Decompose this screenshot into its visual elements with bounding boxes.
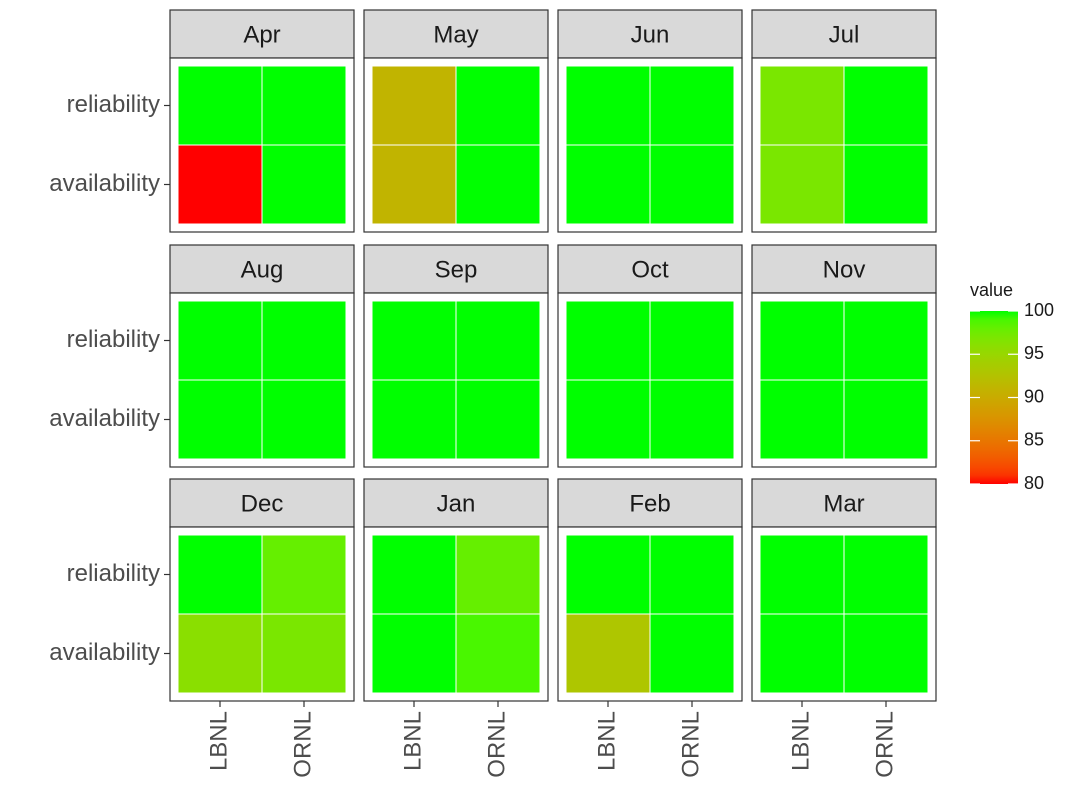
x-tick-label: LBNL [593,711,620,771]
tile [261,300,347,381]
y-tick-label: availability [49,639,160,666]
tile [843,300,929,381]
tile [177,65,263,146]
tile [371,379,457,460]
tile [649,613,735,694]
x-tick-label: ORNL [871,711,898,778]
legend-tick-label: 100 [1024,300,1054,320]
tile [843,144,929,225]
tile [649,300,735,381]
strip-title: Jun [631,21,670,48]
strip-title: Nov [823,256,866,283]
strip [363,244,549,294]
strip [751,244,937,294]
strip-title: Aug [241,256,284,283]
strip-title: Jul [829,21,860,48]
tile [261,379,347,460]
tile [759,613,845,694]
x-tick-label: LBNL [787,711,814,771]
tile [843,534,929,615]
tile [261,534,347,615]
y-tick-label: reliability [67,91,160,118]
tile [261,144,347,225]
strip [363,9,549,59]
strip-title: Feb [629,490,670,517]
strip-title: Sep [435,256,478,283]
strip [557,9,743,59]
strip-title: May [433,21,478,48]
tile [177,379,263,460]
tile [565,379,651,460]
tile [455,144,541,225]
y-tick-label: reliability [67,326,160,353]
tile [177,144,263,225]
x-tick-label: ORNL [677,711,704,778]
tile [261,613,347,694]
x-tick-label: ORNL [483,711,510,778]
x-tick-label: ORNL [289,711,316,778]
tile [455,613,541,694]
strip [751,9,937,59]
legend-tick-label: 80 [1024,473,1044,493]
tile [371,534,457,615]
strip [751,478,937,528]
tile [843,65,929,146]
x-tick-label: LBNL [399,711,426,771]
tile [371,65,457,146]
tile [843,379,929,460]
tile [565,300,651,381]
y-tick-label: reliability [67,560,160,587]
tile [177,534,263,615]
tile [649,144,735,225]
tile [649,379,735,460]
tile [759,65,845,146]
strip [363,478,549,528]
legend-tick-label: 95 [1024,343,1044,363]
strip [169,9,355,59]
tile [759,300,845,381]
tile [455,534,541,615]
tile [759,379,845,460]
tile [649,65,735,146]
tile [565,613,651,694]
strip [557,478,743,528]
tile [565,65,651,146]
tile [455,300,541,381]
strip-title: Apr [243,21,280,48]
tile [177,613,263,694]
strip-title: Jan [437,490,476,517]
y-tick-label: availability [49,170,160,197]
tile [843,613,929,694]
tile [759,144,845,225]
tile [455,379,541,460]
tile [565,534,651,615]
legend-tick-label: 90 [1024,386,1044,406]
tile [261,65,347,146]
strip-title: Oct [631,256,669,283]
tile [455,65,541,146]
strip [169,478,355,528]
tile [371,144,457,225]
tile [371,613,457,694]
y-tick-label: availability [49,405,160,432]
tile [649,534,735,615]
tile [565,144,651,225]
tile [371,300,457,381]
strip-title: Dec [241,490,284,517]
strip-title: Mar [823,490,864,517]
legend-tick-label: 85 [1024,430,1044,450]
tile [177,300,263,381]
x-tick-label: LBNL [205,711,232,771]
legend-title: value [970,280,1013,300]
tile [759,534,845,615]
